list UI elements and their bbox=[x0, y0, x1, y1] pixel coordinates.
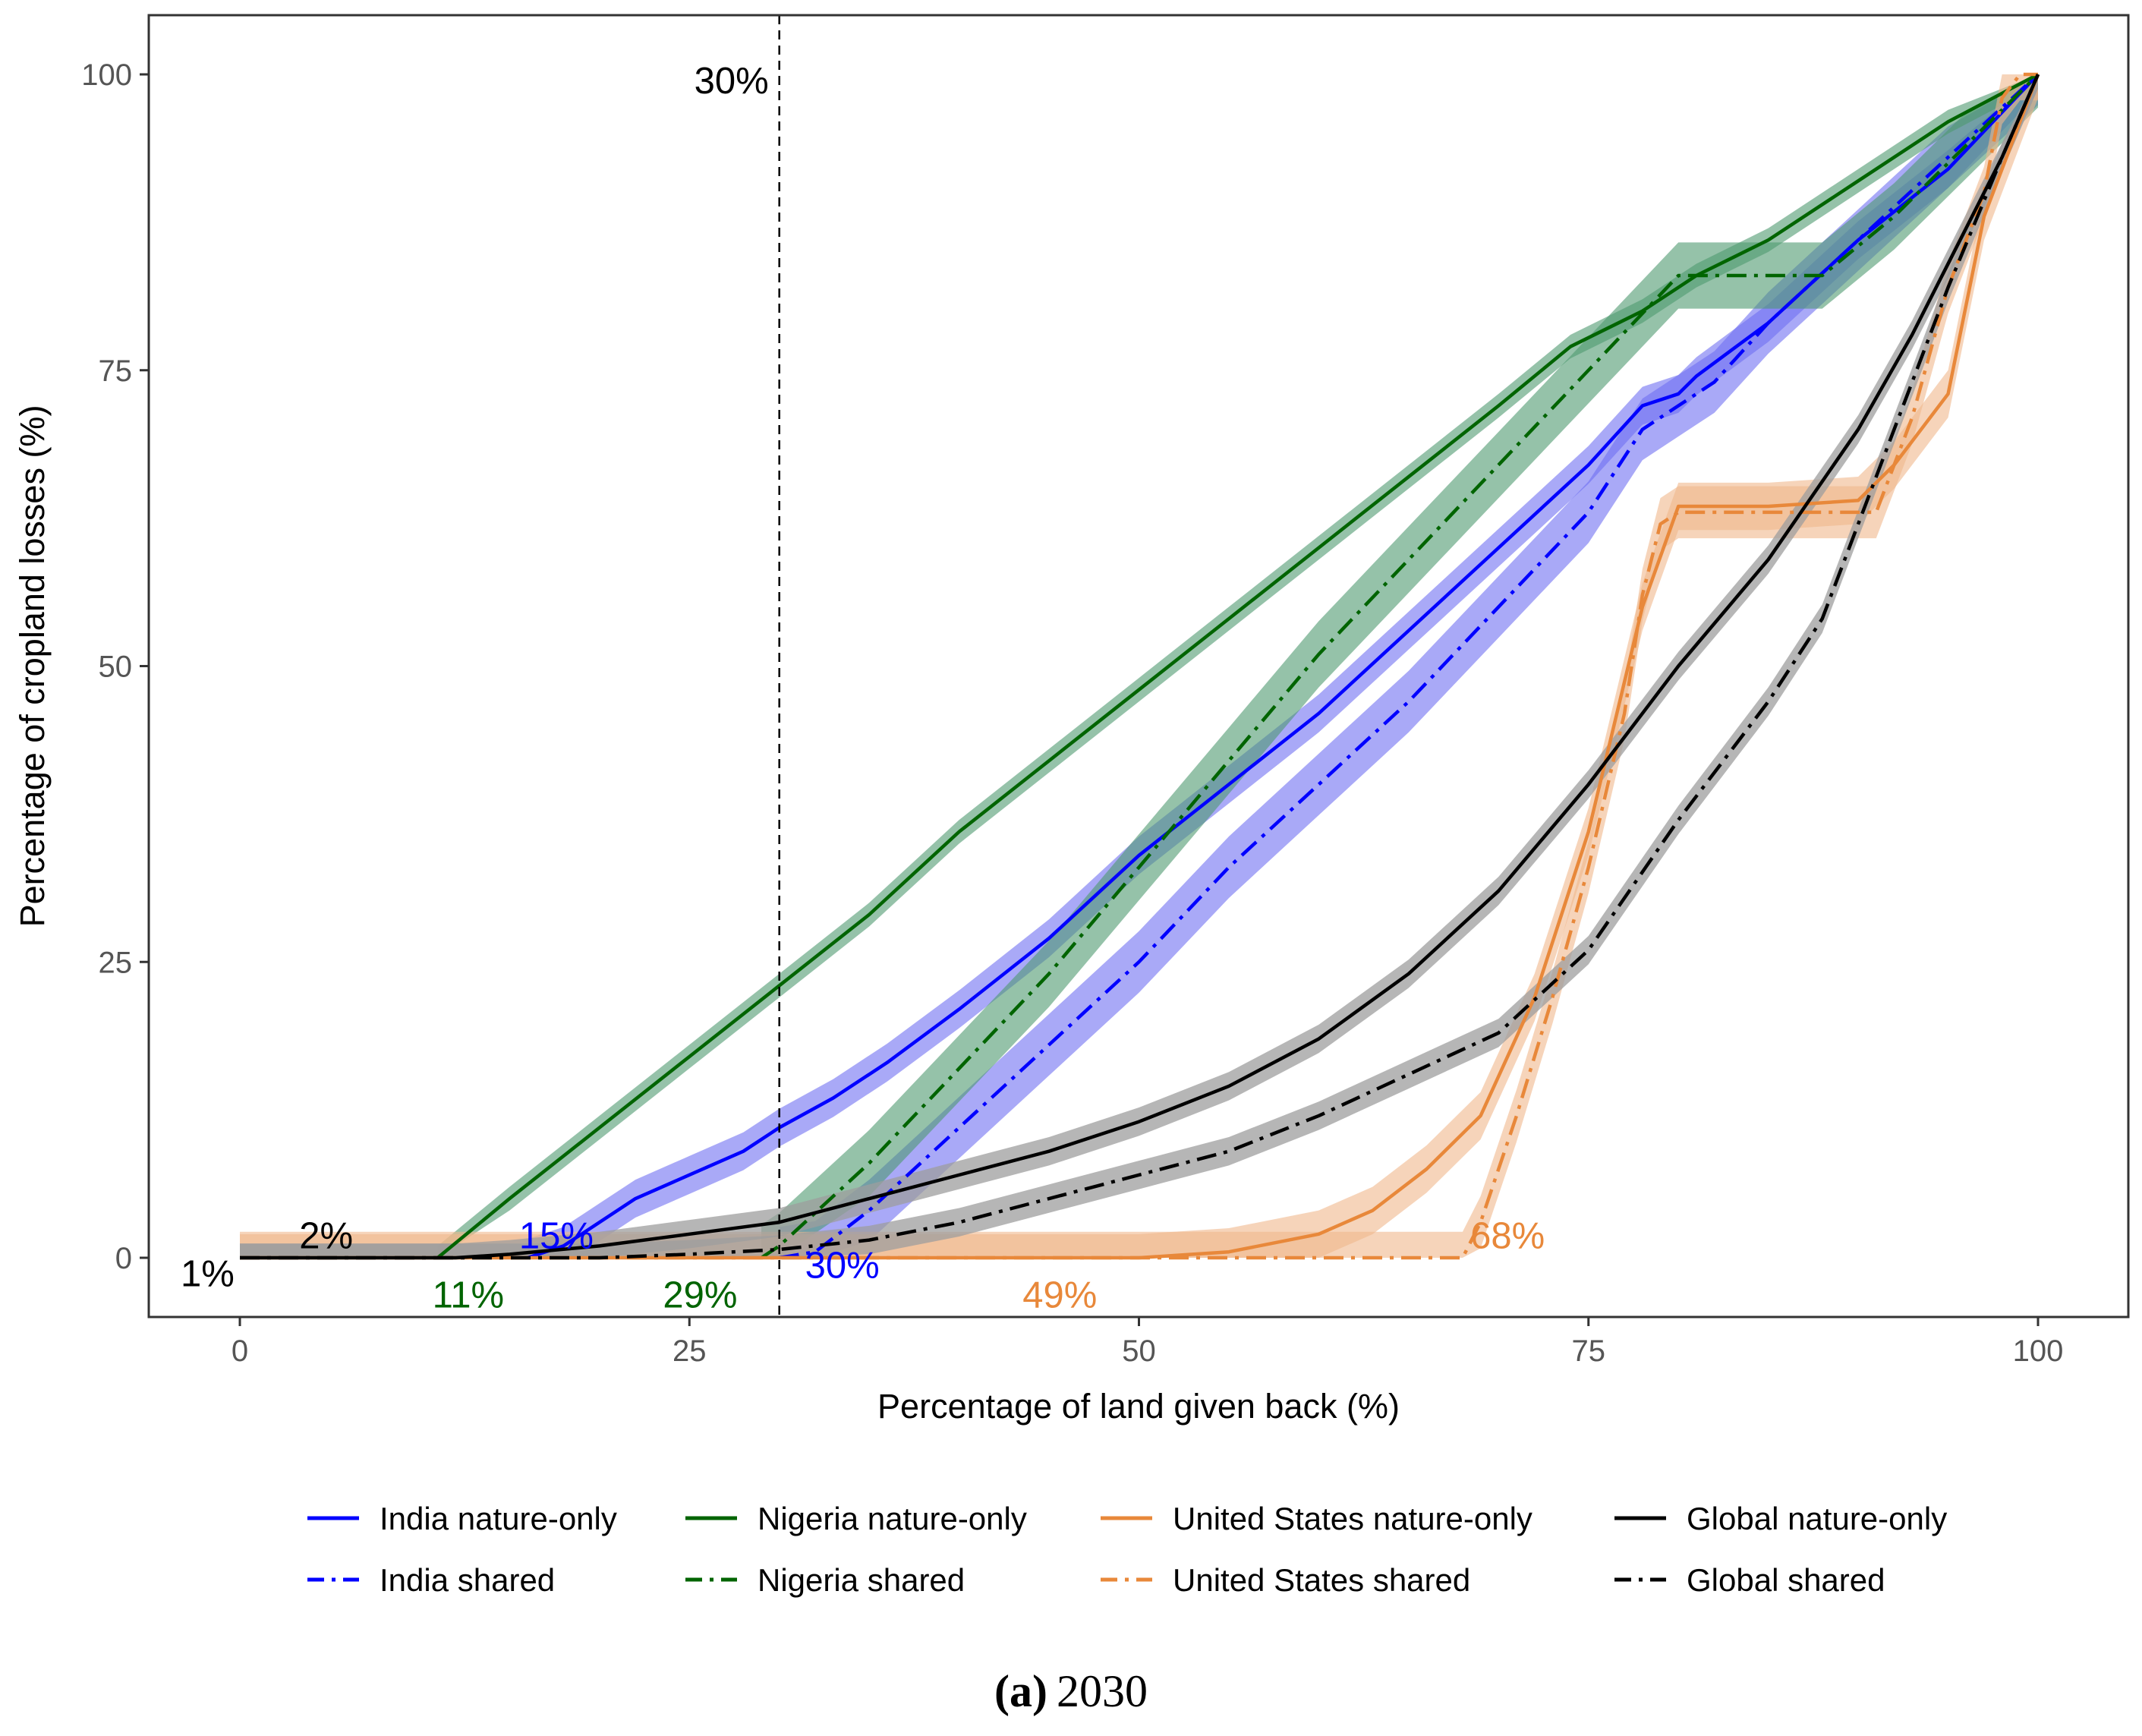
y-tick-label: 0 bbox=[115, 1242, 132, 1275]
legend-label: Nigeria nature-only bbox=[758, 1501, 1027, 1536]
band-global_s bbox=[240, 74, 2038, 1258]
x-axis-title: Percentage of land given back (%) bbox=[877, 1387, 1400, 1426]
band-nigeria_n bbox=[437, 74, 2038, 1258]
annotation-label: 30% bbox=[805, 1245, 880, 1286]
annotations: 1% 2% 15% 11% 29% 30% 49% 68% bbox=[181, 1215, 1545, 1315]
line-us_n bbox=[240, 74, 2040, 1260]
line-india_n bbox=[527, 73, 2040, 1260]
x-tick-label: 75 bbox=[1572, 1334, 1606, 1368]
x-tick-label: 50 bbox=[1122, 1334, 1156, 1368]
y-tick-label: 100 bbox=[81, 58, 132, 92]
x-tick-label: 0 bbox=[232, 1334, 248, 1368]
annotation-label: 1% bbox=[181, 1253, 235, 1294]
legend-label: Global shared bbox=[1687, 1562, 1885, 1598]
line-global_n bbox=[240, 74, 2040, 1260]
legend-label: United States shared bbox=[1173, 1562, 1470, 1598]
x-tick-label: 25 bbox=[673, 1334, 707, 1368]
legend-label: United States nature-only bbox=[1173, 1501, 1532, 1536]
legend-label: India shared bbox=[380, 1562, 555, 1598]
band-nigeria_s bbox=[761, 74, 2038, 1258]
series-lines bbox=[240, 72, 2040, 1260]
legend-label: Global nature-only bbox=[1687, 1501, 1947, 1536]
line-nigeria_n bbox=[436, 73, 2040, 1259]
legend-label: Nigeria shared bbox=[758, 1562, 965, 1598]
y-axis: 0 25 50 75 100 bbox=[81, 58, 149, 1275]
y-tick-label: 25 bbox=[99, 946, 133, 979]
annotation-label: 68% bbox=[1470, 1215, 1545, 1256]
y-tick-label: 50 bbox=[99, 651, 133, 684]
x-axis: 0 25 50 75 100 bbox=[232, 1317, 2064, 1368]
line-india_s bbox=[779, 73, 2040, 1260]
y-axis-title: Percentage of cropland losses (%) bbox=[13, 405, 52, 928]
annotation-label: 29% bbox=[663, 1274, 737, 1315]
y-tick-label: 75 bbox=[99, 354, 133, 388]
caption-year: 2030 bbox=[1057, 1666, 1148, 1716]
reference-line-label: 30% bbox=[695, 61, 769, 102]
annotation-label: 49% bbox=[1022, 1274, 1097, 1315]
figure-caption: (a) 2030 bbox=[994, 1666, 1148, 1716]
legend: India nature-only Nigeria nature-only Unit… bbox=[307, 1501, 1947, 1598]
annotation-label: 15% bbox=[519, 1215, 594, 1256]
caption-letter: (a) bbox=[994, 1666, 1047, 1716]
legend-label: India nature-only bbox=[380, 1501, 617, 1536]
x-tick-label: 100 bbox=[2013, 1334, 2064, 1368]
annotation-label: 2% bbox=[299, 1215, 353, 1256]
annotation-label: 11% bbox=[433, 1274, 504, 1315]
line-global_s bbox=[240, 74, 2040, 1260]
line-nigeria_s bbox=[760, 73, 2040, 1259]
